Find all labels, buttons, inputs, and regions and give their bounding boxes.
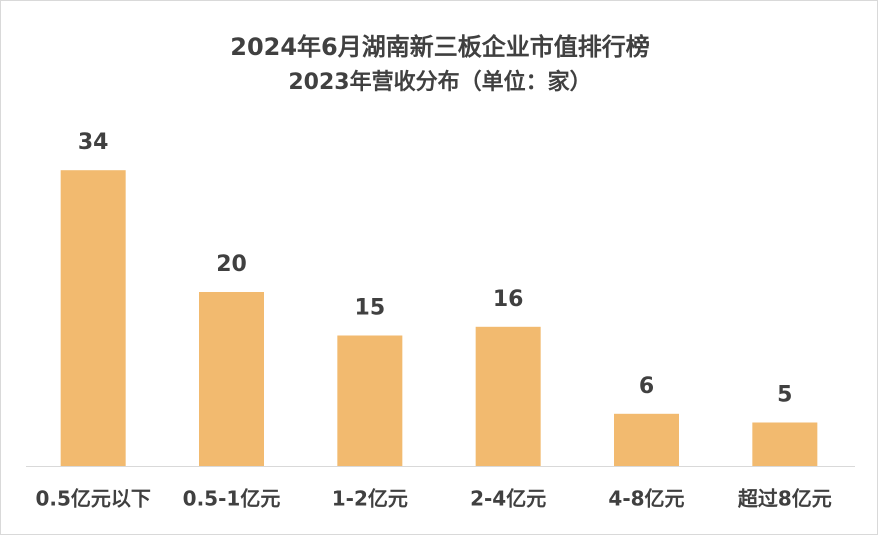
data-label: 6	[639, 374, 654, 399]
chart-title: 2024年6月湖南新三板企业市值排行榜	[230, 33, 650, 61]
data-label: 5	[777, 383, 792, 408]
bar	[199, 292, 264, 466]
x-tick-label: 2-4亿元	[470, 487, 546, 511]
bar	[337, 335, 403, 466]
data-label: 34	[78, 130, 109, 155]
bar	[60, 170, 126, 466]
data-label: 20	[216, 252, 247, 277]
data-label: 16	[493, 287, 524, 312]
bar	[752, 422, 818, 466]
x-tick-label: 1-2亿元	[332, 487, 408, 511]
chart-subtitle: 2023年营收分布（单位：家）	[288, 69, 591, 95]
bar	[475, 326, 541, 466]
x-tick-label: 4-8亿元	[608, 487, 684, 511]
data-label: 15	[355, 296, 386, 321]
x-tick-label: 0.5亿元以下	[35, 487, 150, 511]
x-tick-label: 超过8亿元	[737, 487, 832, 511]
x-tick-label: 0.5-1亿元	[183, 487, 281, 511]
bar	[614, 413, 679, 466]
